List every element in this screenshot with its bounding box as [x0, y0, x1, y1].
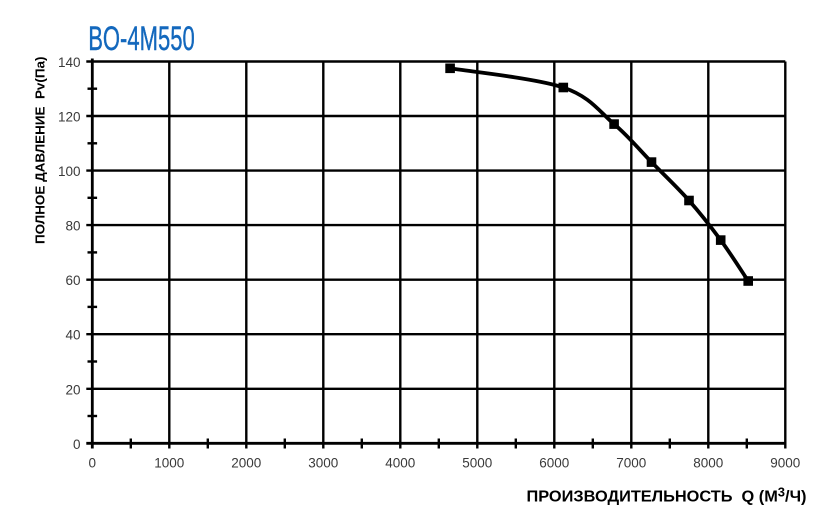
- svg-text:120: 120: [58, 110, 81, 125]
- svg-text:140: 140: [58, 55, 81, 70]
- svg-text:9000: 9000: [770, 455, 800, 470]
- svg-text:5000: 5000: [462, 455, 492, 470]
- svg-text:7000: 7000: [616, 455, 646, 470]
- svg-text:8000: 8000: [693, 455, 723, 470]
- svg-text:6000: 6000: [539, 455, 569, 470]
- svg-text:80: 80: [65, 219, 80, 234]
- svg-text:40: 40: [65, 328, 80, 343]
- svg-text:1000: 1000: [154, 455, 184, 470]
- svg-text:ПРОИЗВОДИТЕЛЬНОСТЬ Q (М3/Ч): ПРОИЗВОДИТЕЛЬНОСТЬ Q (М 3/Ч): [527, 486, 807, 506]
- svg-text:4000: 4000: [385, 455, 415, 470]
- svg-text:BO-4M550: BO-4M550: [88, 20, 195, 58]
- svg-text:ПОЛНОЕ ДАВЛЕНИЕ Pv(Па): ПОЛНОЕ ДАВЛЕНИЕ Pv(Па): [32, 57, 47, 245]
- svg-text:100: 100: [58, 164, 81, 179]
- svg-text:0: 0: [73, 437, 81, 452]
- svg-text:60: 60: [65, 273, 80, 288]
- svg-text:20: 20: [65, 382, 80, 397]
- svg-text:3000: 3000: [308, 455, 338, 470]
- svg-text:2000: 2000: [231, 455, 261, 470]
- svg-text:0: 0: [89, 455, 97, 470]
